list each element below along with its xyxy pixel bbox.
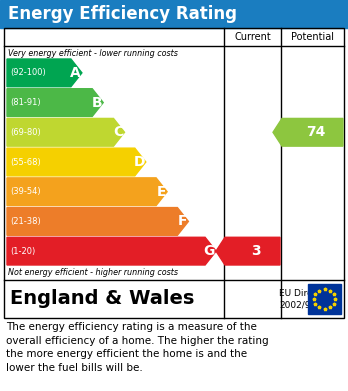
Polygon shape [216,237,280,265]
Text: 3: 3 [251,244,260,258]
Text: D: D [133,155,145,169]
Text: A: A [70,66,81,80]
Bar [0,0,348,28]
Polygon shape [7,59,82,87]
Text: (69-80): (69-80) [10,128,41,137]
Polygon shape [7,208,188,235]
Text: F: F [178,214,188,228]
Text: Not energy efficient - higher running costs: Not energy efficient - higher running co… [8,268,178,277]
Text: (81-91): (81-91) [10,98,41,107]
Text: Energy Efficiency Rating: Energy Efficiency Rating [8,5,237,23]
Text: (21-38): (21-38) [10,217,41,226]
Polygon shape [273,118,343,146]
Polygon shape [7,237,216,265]
Text: G: G [204,244,215,258]
Text: (39-54): (39-54) [10,187,41,196]
Bar [4,28,344,318]
Polygon shape [7,148,146,176]
Text: England & Wales: England & Wales [10,289,195,308]
Text: (92-100): (92-100) [10,68,46,77]
Polygon shape [7,89,103,117]
Text: B: B [92,95,102,109]
Text: EU Directive
2002/91/EC: EU Directive 2002/91/EC [279,289,335,309]
Text: Potential: Potential [291,32,334,42]
Text: E: E [157,185,166,199]
Polygon shape [7,178,167,206]
Text: The energy efficiency rating is a measure of the
overall efficiency of a home. T: The energy efficiency rating is a measur… [6,322,269,373]
Text: C: C [113,125,124,139]
Text: (1-20): (1-20) [10,247,35,256]
Polygon shape [7,118,125,146]
Text: Very energy efficient - lower running costs: Very energy efficient - lower running co… [8,49,178,58]
Text: (55-68): (55-68) [10,158,41,167]
Text: Current: Current [234,32,271,42]
Bar [308,284,341,314]
Text: 74: 74 [306,125,325,139]
